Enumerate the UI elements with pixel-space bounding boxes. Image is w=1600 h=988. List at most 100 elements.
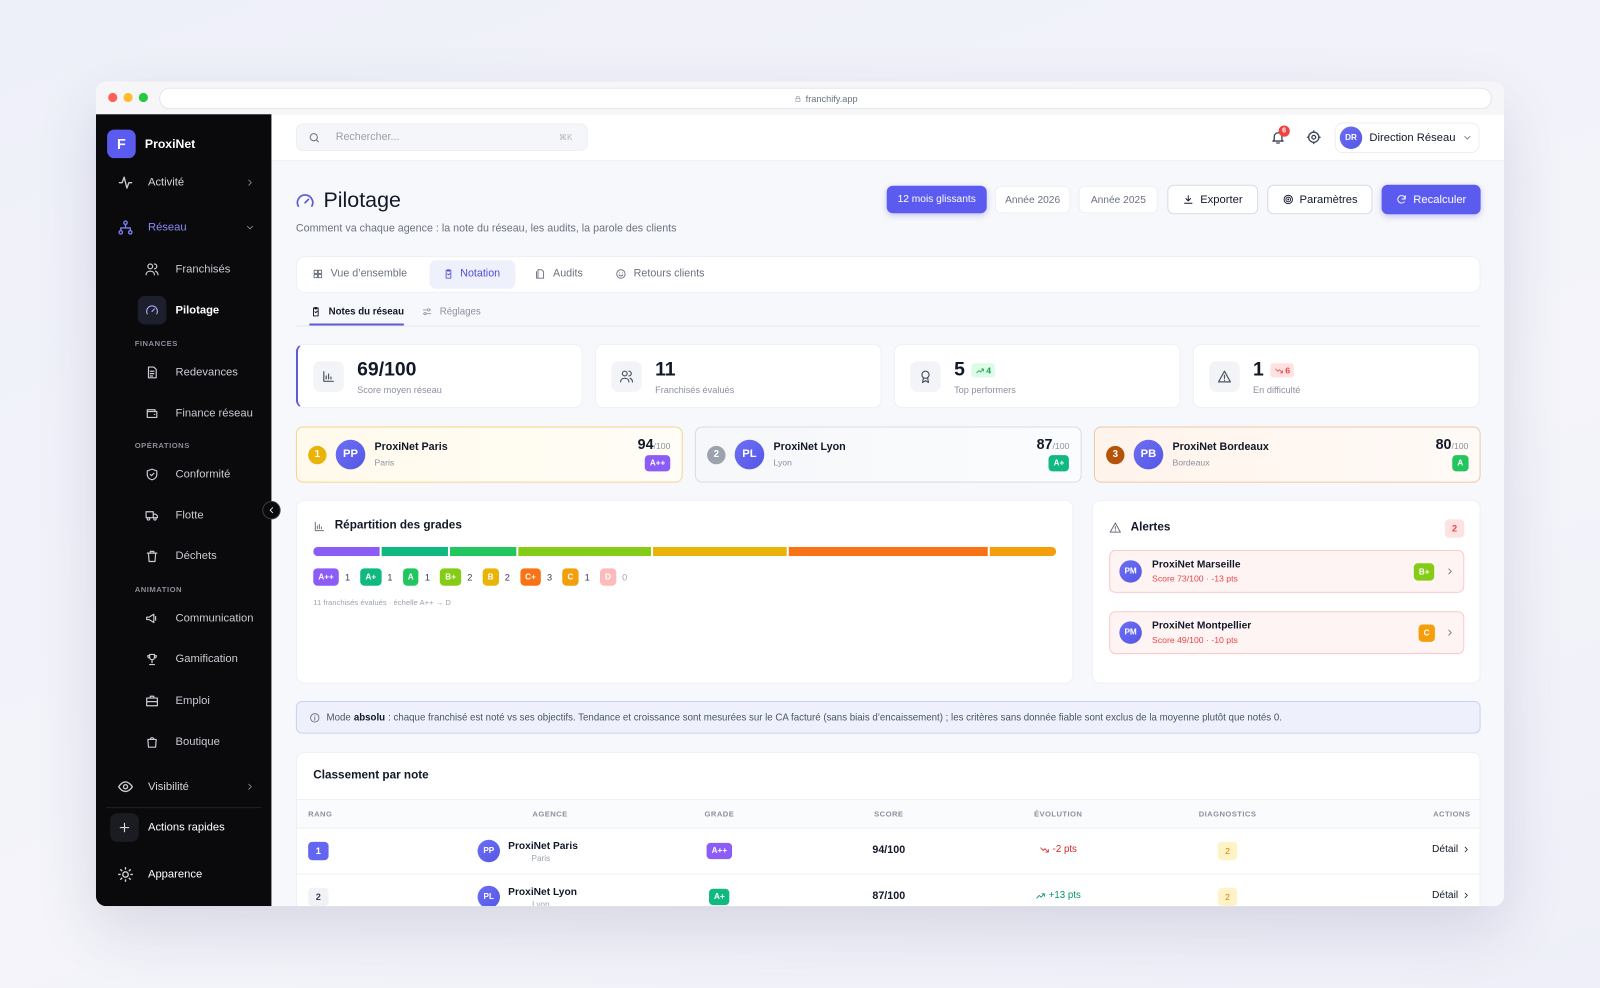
period-button[interactable]: 12 mois glissants [886, 185, 987, 214]
icon-shape [1464, 846, 1468, 853]
icon-shape [147, 653, 157, 666]
tab[interactable]: Audits [553, 267, 583, 280]
icon-shape [146, 305, 158, 315]
detail-label: Détail [1432, 889, 1459, 902]
grade-badge: A+ [360, 568, 382, 586]
quick-actions-box[interactable] [110, 813, 139, 842]
icon [117, 779, 133, 795]
info-text-start: Mode [326, 711, 351, 723]
icon-shape [1397, 195, 1406, 204]
kpi-value-row: 11 [655, 357, 676, 384]
icon-shape [314, 521, 324, 532]
page-subtitle: Comment va chaque agence : la note du ré… [295, 222, 677, 235]
icon-shape [1464, 892, 1468, 899]
sub-tab[interactable]: Notes du réseau [328, 305, 404, 318]
icon-shape [146, 695, 158, 707]
icon-shape [1464, 846, 1468, 853]
nav-subitem[interactable]: Franchisés [175, 263, 231, 276]
icon-shape [1184, 195, 1193, 204]
info-banner: Mode absolu: chaque franchisé est noté vs… [295, 701, 1481, 734]
icon [975, 366, 984, 375]
nav-subitem[interactable]: Déchets [175, 549, 217, 562]
icon-shape [313, 269, 323, 279]
nav-subitem[interactable]: Conformité [175, 468, 231, 481]
nav-subitem[interactable]: Gamification [175, 652, 238, 666]
icon-shape [122, 784, 129, 790]
user-menu[interactable]: DR Direction Réseau [1334, 122, 1480, 154]
tab[interactable]: Retours clients [633, 267, 705, 280]
nav-subitem[interactable]: Finance réseau [175, 406, 253, 420]
icon [145, 262, 159, 276]
alert-item[interactable]: PM ProxiNet Marseille Score 73/100 · -13 p… [1109, 549, 1465, 593]
icon-shape [795, 95, 800, 102]
avatar: PL [734, 439, 765, 470]
nav-subitem[interactable]: Redevances [175, 366, 238, 379]
tab[interactable]: Notation [460, 267, 501, 280]
rank-box: 1 [308, 841, 329, 861]
tab[interactable]: Vue d’ensemble [330, 267, 408, 280]
icon-shape [1283, 194, 1293, 205]
action-button[interactable]: Paramètres [1267, 184, 1373, 215]
kpi-delta-value: 4 [986, 365, 992, 376]
nav-subitem[interactable]: Pilotage [175, 303, 220, 317]
grade-card: Répartition des grades A++ 1 A+ 1 A 1 B+ 2 B 2 C+ 3 C… [295, 499, 1074, 684]
ranking-card: Classement par note RANG AGENCE GRADE SCORE É… [295, 752, 1481, 907]
icon-shape [147, 737, 157, 748]
grade-badge: B+ [440, 568, 462, 586]
icon-shape [118, 866, 133, 882]
score-value: 87 [1036, 435, 1053, 453]
icon-shape [147, 366, 157, 379]
nav-item[interactable]: Visibilité [147, 780, 189, 793]
icon [443, 268, 454, 279]
icon-shape [120, 223, 131, 232]
nav-subitem[interactable]: Boutique [175, 735, 220, 748]
nav-item[interactable]: Réseau [147, 221, 187, 234]
icon [117, 866, 133, 882]
period-button[interactable]: Année 2026 [994, 185, 1071, 214]
icon [145, 365, 159, 379]
icon-shape [1274, 368, 1283, 373]
rank-badge: 1 [308, 445, 327, 465]
icon-shape [1311, 134, 1317, 140]
grade-segment [518, 546, 652, 557]
detail-link[interactable]: Détail [1432, 890, 1470, 901]
icon [1274, 366, 1283, 375]
podium-card: 2 PL ProxiNet Lyon Lyon 87/100 A+ [694, 426, 1082, 483]
score: 80/100 [1436, 436, 1469, 452]
grade-segment [313, 546, 380, 557]
alert-item[interactable]: PM ProxiNet Montpellier Score 49/100 · -10… [1109, 611, 1465, 655]
grade-note: 11 franchisés évalués · échelle A++ → D [313, 598, 451, 608]
grade-count: 1 [424, 571, 431, 583]
score-value: 94 [637, 435, 654, 453]
nav-item[interactable]: Activité [147, 176, 185, 189]
nav-subitem[interactable]: Communication [175, 611, 254, 625]
active-tab [429, 260, 516, 289]
icon [312, 268, 323, 279]
nav-subitem[interactable]: Emploi [175, 694, 210, 707]
action-button[interactable]: Recalculer [1381, 184, 1481, 215]
legend-item: A++ 1 [313, 568, 350, 586]
period-button[interactable]: Année 2025 [1078, 185, 1159, 214]
notification-badge[interactable]: 6 [1278, 125, 1290, 137]
nav-item[interactable]: Apparence [147, 868, 203, 881]
page-title: Pilotage [323, 189, 401, 213]
user-name: Direction Réseau [1369, 131, 1456, 144]
grade-legend: A++ 1 A+ 1 A 1 B+ 2 B 2 C+ 3 C 1 D 0 [313, 568, 627, 586]
detail-link[interactable]: Détail [1432, 844, 1470, 855]
search-box[interactable]: Rechercher... ⌘K [295, 123, 588, 152]
icon-shape [621, 370, 628, 377]
icon-shape [118, 176, 133, 189]
nav-subitem[interactable]: Flotte [175, 508, 204, 522]
icon-shape [423, 311, 427, 316]
evolution-value: +13 pts [1048, 889, 1081, 902]
collapse-button[interactable] [262, 501, 281, 520]
section-label: FINANCES [134, 339, 178, 349]
kpi-card: 5 4 Top performers [893, 343, 1181, 409]
sub-tab[interactable]: Réglages [439, 305, 481, 318]
icon-shape [1036, 892, 1045, 898]
agency-name: ProxiNet Paris [374, 440, 448, 454]
action-button[interactable]: Exporter [1167, 184, 1259, 215]
nav-item[interactable]: Actions rapides [147, 821, 225, 834]
